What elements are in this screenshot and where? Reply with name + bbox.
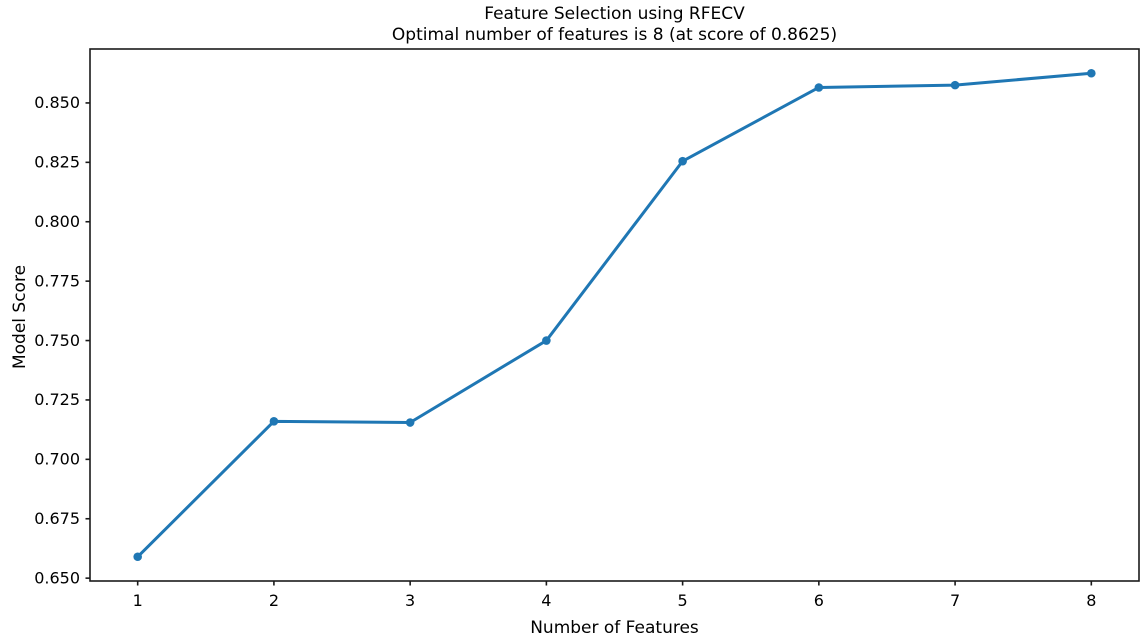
data-point-marker (269, 417, 279, 426)
data-point-marker (950, 80, 960, 90)
chart-title-line2: Optimal number of features is 8 (at scor… (391, 25, 838, 45)
y-tick-label: 0.800 (34, 212, 80, 231)
data-point-marker (814, 83, 824, 92)
data-point-marker (542, 336, 551, 345)
score-line (136, 71, 1093, 559)
chart-title: Feature Selection using RFECV Optimal nu… (90, 4, 1139, 46)
y-tick-label: 0.650 (34, 568, 80, 587)
x-tick-label: 1 (133, 591, 143, 610)
y-tick-label: 0.850 (34, 93, 80, 112)
y-tick-label: 0.775 (34, 271, 80, 290)
data-point-marker (133, 552, 142, 562)
y-tick-label: 0.750 (34, 331, 80, 350)
chart-title-line1: Feature Selection using RFECV (484, 4, 745, 24)
y-tick-label: 0.825 (34, 153, 80, 172)
axes-layer: 0.650 0.675 0.700 0.725 0.750 0.775 0.800 0.825… (34, 48, 1140, 610)
data-point-marker (405, 418, 415, 427)
y-tick-label: 0.725 (34, 390, 80, 409)
x-tick-label: 3 (405, 591, 415, 610)
data-point-marker (1087, 68, 1096, 78)
x-tick-label: 6 (814, 591, 824, 610)
y-axis-label: Model Score (10, 265, 30, 369)
x-tick-label: 5 (678, 591, 688, 610)
x-axis-label: Number of Features (530, 618, 699, 638)
x-tick-label: 2 (269, 591, 279, 610)
y-tick-label: 0.700 (34, 450, 80, 469)
axes-spines (89, 48, 1140, 582)
x-tick-label: 4 (541, 591, 551, 610)
data-point-marker (678, 156, 687, 166)
x-tick-label: 7 (950, 591, 960, 610)
y-tick-label: 0.675 (34, 509, 80, 528)
data-series-layer (133, 68, 1096, 562)
x-tick-label: 8 (1086, 591, 1096, 610)
